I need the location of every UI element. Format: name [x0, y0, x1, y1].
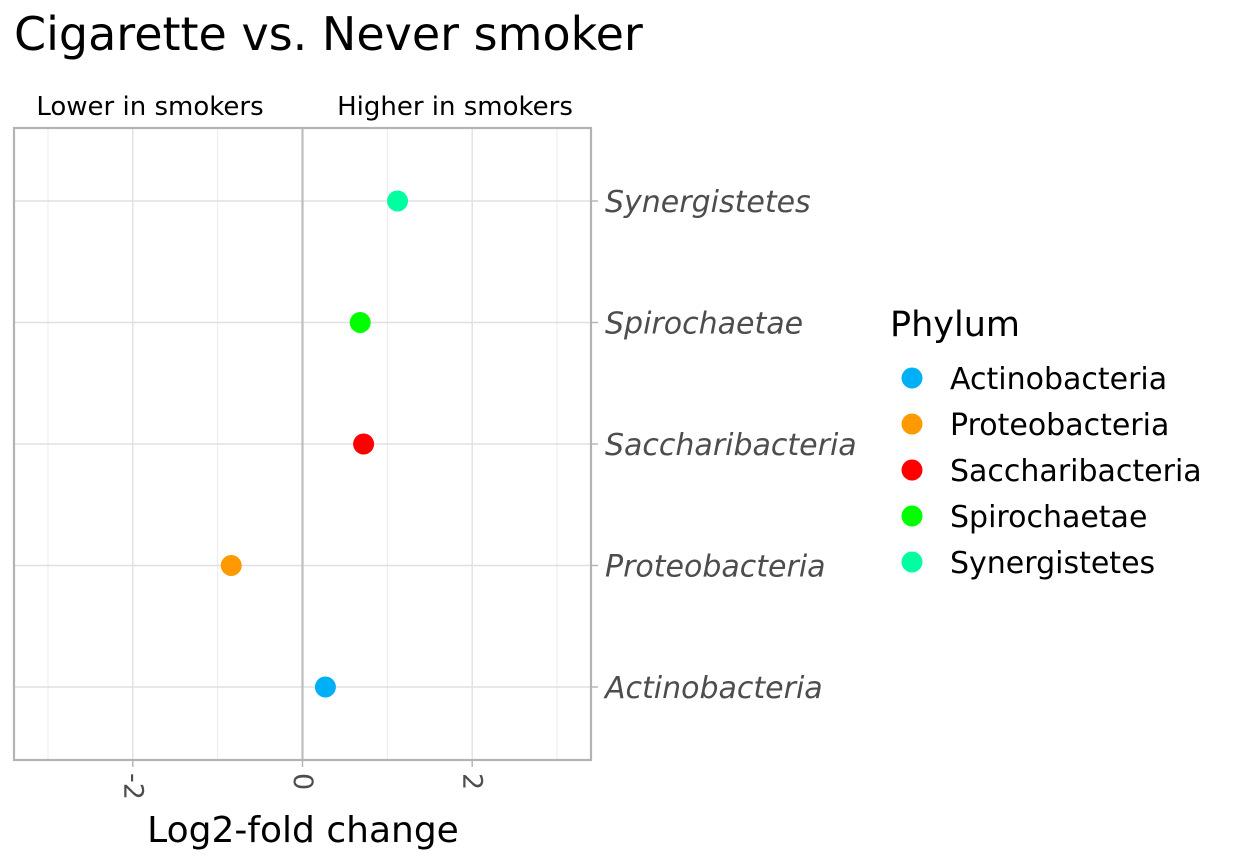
- legend-label: Actinobacteria: [950, 362, 1167, 397]
- legend-title: Phylum: [890, 305, 1020, 345]
- legend-key: [901, 459, 923, 481]
- legend-label: Saccharibacteria: [950, 454, 1202, 489]
- y-tick-label: Synergistetes: [605, 185, 811, 220]
- y-tick-label: Proteobacteria: [605, 550, 826, 585]
- legend-key: [901, 367, 923, 389]
- annotation-lower: Lower in smokers: [36, 92, 263, 122]
- y-tick-label: Spirochaetae: [605, 307, 803, 342]
- legend: Phylum Actinobacteria Proteobacteria Sacch…: [890, 305, 1202, 581]
- legend-key: [901, 505, 923, 527]
- x-tick-label: 0: [287, 773, 318, 790]
- data-point: [314, 676, 336, 698]
- y-tick-label: Saccharibacteria: [605, 428, 857, 463]
- data-point: [220, 555, 242, 576]
- data-point: [353, 433, 375, 455]
- annotation-higher: Higher in smokers: [337, 92, 573, 122]
- plot-area: Actinobacteria Proteobacteria Saccharibact…: [12, 126, 857, 800]
- legend-label: Spirochaetae: [950, 500, 1147, 535]
- legend-label: Synergistetes: [950, 546, 1155, 581]
- y-tick-label: Actinobacteria: [603, 671, 823, 706]
- data-point: [387, 190, 409, 212]
- legend-key: [901, 551, 923, 573]
- x-axis-title: Log2-fold change: [147, 810, 459, 851]
- legend-key: [901, 413, 923, 435]
- legend-label: Proteobacteria: [950, 408, 1169, 443]
- data-point: [349, 312, 371, 333]
- x-tick-label: -2: [117, 773, 148, 800]
- x-tick-label: 2: [457, 773, 488, 790]
- chart-title: Cigarette vs. Never smoker: [14, 7, 643, 61]
